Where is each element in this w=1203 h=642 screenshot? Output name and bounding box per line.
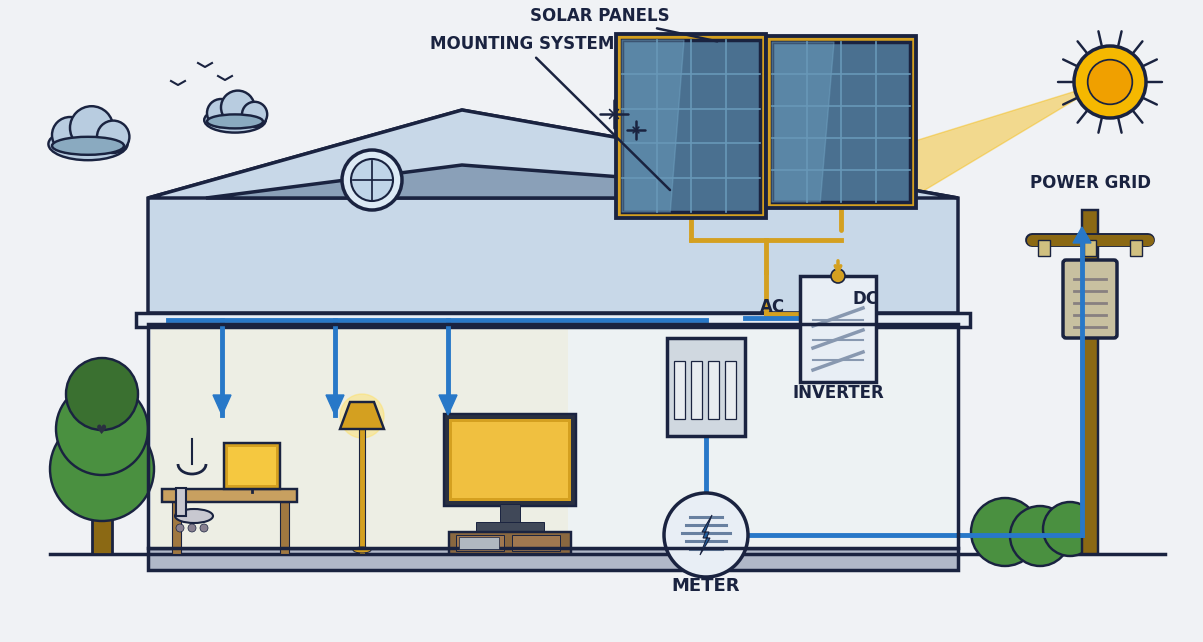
Circle shape	[200, 524, 208, 532]
Polygon shape	[206, 165, 900, 198]
Bar	[1084, 240, 1096, 256]
Ellipse shape	[52, 137, 124, 155]
Polygon shape	[700, 515, 712, 555]
Bar	[229, 447, 275, 485]
Bar	[766, 36, 915, 208]
Circle shape	[176, 524, 184, 532]
Bar	[136, 313, 970, 327]
Polygon shape	[148, 110, 958, 198]
Polygon shape	[622, 40, 685, 212]
Text: INVERTER: INVERTER	[792, 384, 884, 402]
Circle shape	[664, 493, 748, 577]
Bar	[444, 414, 576, 506]
Bar	[500, 504, 520, 524]
Circle shape	[66, 358, 138, 430]
Bar	[1081, 210, 1098, 554]
Circle shape	[188, 524, 196, 532]
Polygon shape	[148, 110, 958, 313]
Bar	[800, 276, 876, 382]
Bar	[568, 324, 958, 548]
Circle shape	[221, 91, 255, 124]
Bar	[456, 535, 504, 551]
Circle shape	[351, 159, 393, 201]
Bar	[622, 40, 760, 212]
Circle shape	[242, 102, 267, 127]
Bar	[616, 34, 766, 218]
Circle shape	[1074, 46, 1146, 118]
Circle shape	[97, 121, 130, 153]
Circle shape	[57, 383, 148, 475]
Circle shape	[51, 417, 154, 521]
Circle shape	[342, 150, 402, 210]
Bar	[1038, 240, 1050, 256]
Polygon shape	[772, 42, 834, 202]
FancyBboxPatch shape	[1063, 260, 1118, 338]
Bar	[148, 324, 958, 548]
Bar	[772, 42, 909, 202]
Bar	[358, 429, 365, 554]
Text: DC: DC	[852, 290, 878, 308]
Polygon shape	[439, 395, 457, 415]
Circle shape	[207, 99, 235, 127]
Bar	[148, 548, 958, 570]
Circle shape	[52, 117, 88, 153]
Bar	[674, 361, 685, 419]
Bar	[1130, 240, 1142, 256]
Bar	[176, 488, 186, 516]
Ellipse shape	[207, 114, 263, 128]
Circle shape	[1011, 506, 1069, 566]
Polygon shape	[340, 402, 384, 429]
Polygon shape	[213, 395, 231, 415]
Circle shape	[1088, 60, 1132, 104]
Bar	[280, 502, 289, 554]
Bar	[452, 422, 568, 498]
Bar	[148, 324, 958, 548]
Bar	[224, 443, 280, 489]
Bar	[709, 361, 719, 419]
Circle shape	[971, 498, 1039, 566]
Ellipse shape	[48, 128, 128, 160]
Text: METER: METER	[671, 577, 740, 595]
Bar	[162, 489, 297, 502]
Bar	[152, 326, 955, 548]
Bar	[91, 439, 112, 554]
Polygon shape	[1073, 227, 1091, 243]
Bar	[691, 361, 703, 419]
Polygon shape	[670, 82, 1106, 217]
Ellipse shape	[205, 107, 266, 133]
Bar	[512, 535, 561, 551]
Circle shape	[340, 394, 384, 438]
Circle shape	[70, 106, 113, 150]
Bar	[172, 502, 180, 554]
Circle shape	[1043, 502, 1097, 556]
Text: ♥: ♥	[96, 424, 107, 437]
Text: POWER GRID: POWER GRID	[1030, 174, 1150, 192]
Bar	[449, 419, 571, 501]
Ellipse shape	[352, 547, 371, 553]
Text: SOLAR PANELS: SOLAR PANELS	[531, 7, 717, 42]
Bar	[725, 361, 736, 419]
Bar	[449, 532, 571, 554]
Polygon shape	[326, 395, 344, 415]
Circle shape	[831, 269, 845, 283]
Ellipse shape	[174, 509, 213, 523]
Bar	[666, 338, 745, 436]
Text: MOUNTING SYSTEM: MOUNTING SYSTEM	[429, 35, 670, 190]
Bar	[460, 537, 499, 549]
Text: AC: AC	[759, 298, 784, 316]
Bar	[476, 522, 544, 532]
